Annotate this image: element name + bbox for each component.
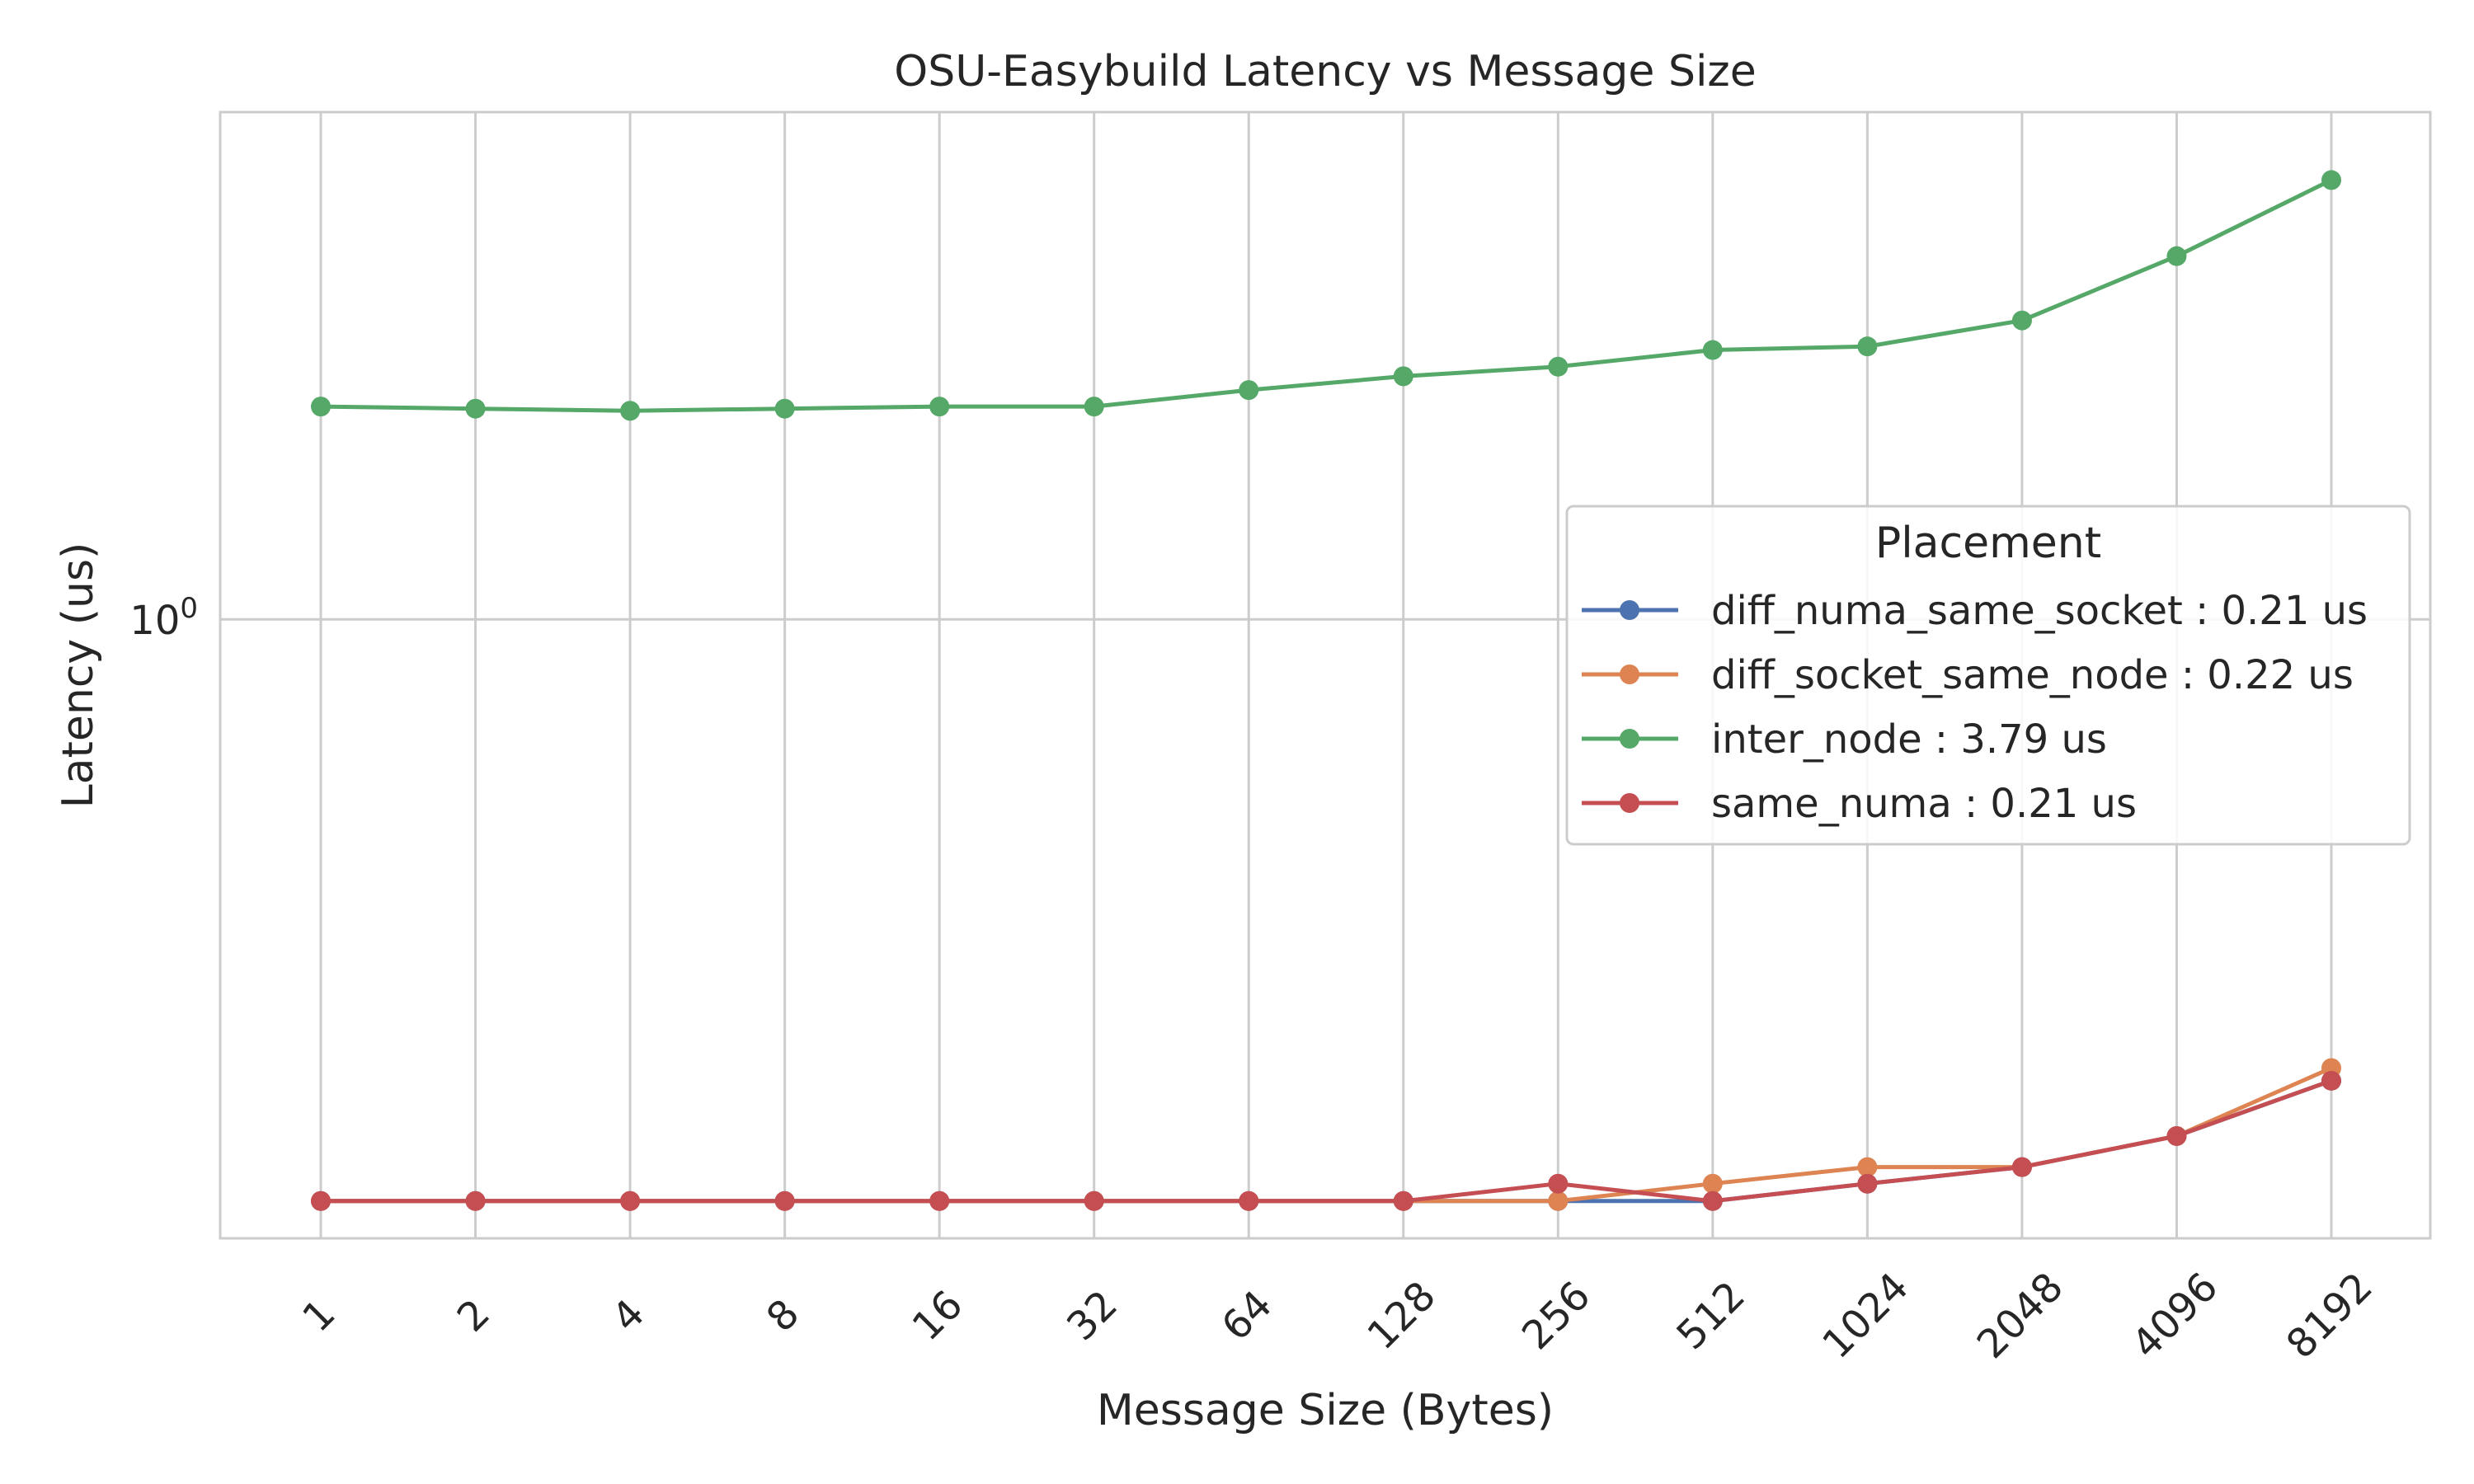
data-point	[1857, 1173, 1878, 1194]
data-point	[2166, 1125, 2187, 1146]
data-point	[1548, 1173, 1569, 1194]
legend-title: Placement	[1875, 519, 2101, 568]
data-point	[2011, 1157, 2032, 1177]
chart-title: OSU-Easybuild Latency vs Message Size	[894, 47, 1756, 96]
data-point	[2166, 246, 2187, 266]
legend-label: diff_numa_same_socket : 0.21 us	[1711, 588, 2368, 634]
legend-swatch-marker	[1620, 600, 1639, 620]
data-point	[1393, 366, 1413, 387]
legend-label: same_numa : 0.21 us	[1711, 781, 2137, 827]
data-point	[1857, 336, 1878, 357]
legend-label: inter_node : 3.79 us	[1711, 716, 2107, 763]
series-2	[311, 170, 2341, 421]
legend-item: inter_node : 3.79 us	[1582, 716, 2107, 763]
data-point	[1857, 1157, 1878, 1177]
data-point	[2321, 170, 2341, 190]
data-point	[311, 397, 331, 417]
data-point	[1702, 1173, 1723, 1194]
data-point	[1702, 340, 1723, 360]
data-point	[1702, 1190, 1723, 1211]
data-point	[2011, 310, 2032, 331]
legend-swatch-marker	[1620, 665, 1639, 684]
data-point	[1548, 356, 1569, 377]
legend-swatch-marker	[1620, 729, 1639, 749]
data-point	[1084, 1190, 1104, 1211]
y-tick-label: 100	[129, 592, 198, 644]
plot-frame	[219, 110, 2432, 1240]
series-line	[318, 177, 2334, 413]
data-point	[2321, 1070, 2341, 1091]
data-point	[1084, 397, 1104, 417]
legend-items: diff_numa_same_socket : 0.21 us diff_sock…	[1582, 588, 2368, 827]
data-point	[1239, 380, 1259, 401]
legend-item: diff_socket_same_node : 0.22 us	[1582, 652, 2354, 698]
legend-box	[1565, 505, 2411, 846]
series-line	[318, 1078, 2334, 1204]
data-point	[465, 1190, 486, 1211]
data-point	[929, 397, 950, 417]
data-point	[1239, 1190, 1259, 1211]
data-point	[620, 1190, 641, 1211]
legend-item: diff_numa_same_socket : 0.21 us	[1582, 588, 2368, 634]
x-axis-label: Message Size (Bytes)	[1097, 1386, 1554, 1435]
data-point	[1393, 1190, 1413, 1211]
data-point	[929, 1190, 950, 1211]
series-3	[311, 1070, 2341, 1211]
data-point	[465, 398, 486, 419]
series-lines	[311, 170, 2341, 1211]
data-point	[774, 398, 795, 419]
data-point	[620, 401, 641, 421]
data-point	[1548, 1190, 1569, 1211]
data-point	[774, 1190, 795, 1211]
y-axis-label: Latency (us)	[54, 542, 103, 809]
y-axis-tick-labels: 100	[129, 592, 198, 644]
legend: Placement diff_numa_same_socket : 0.21 u…	[1565, 505, 2411, 846]
legend-item: same_numa : 0.21 us	[1582, 781, 2137, 827]
data-point	[311, 1190, 331, 1211]
legend-label: diff_socket_same_node : 0.22 us	[1711, 652, 2354, 698]
legend-swatch-marker	[1620, 793, 1639, 813]
